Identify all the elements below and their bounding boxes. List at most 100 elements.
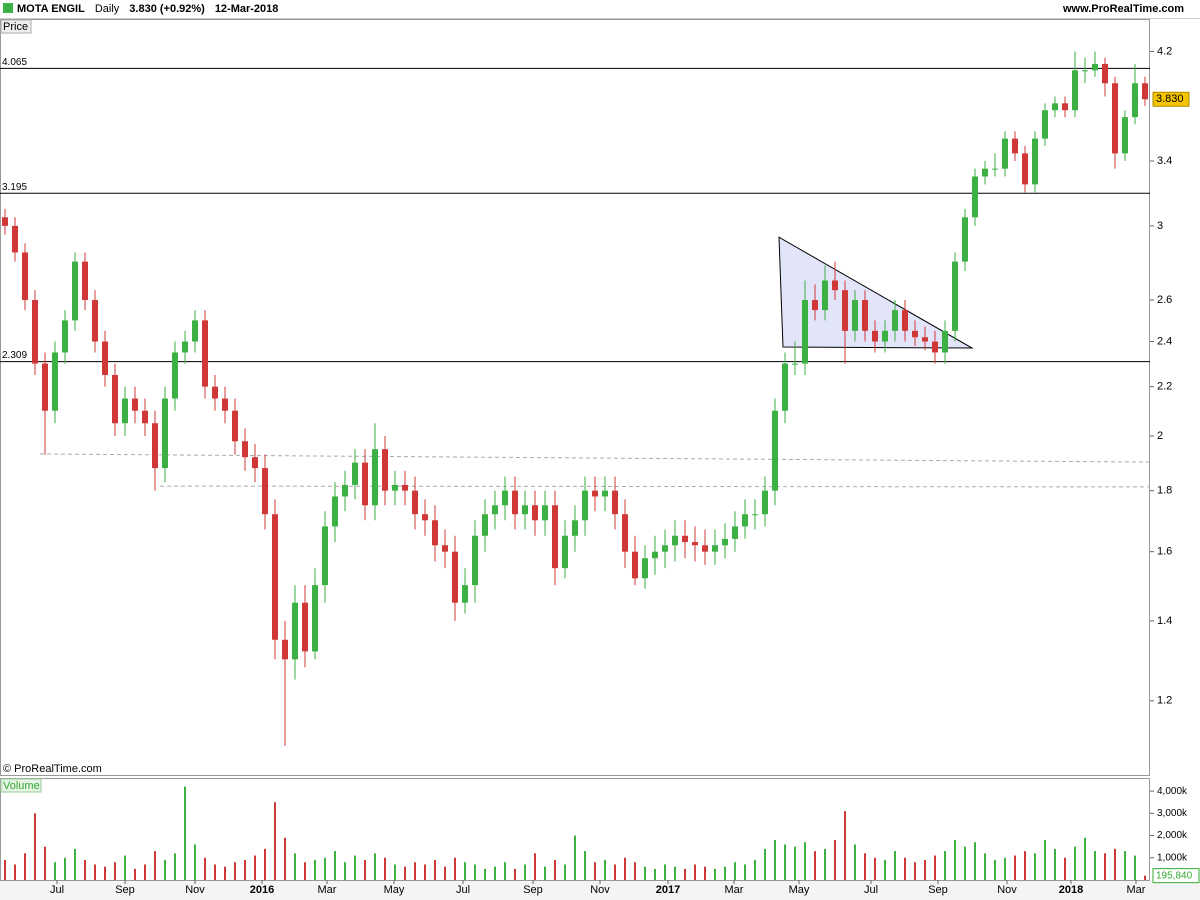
- volume-bar: [644, 866, 646, 880]
- candle-body: [552, 505, 558, 569]
- period: Daily: [94, 3, 120, 15]
- volume-bar: [94, 864, 96, 880]
- candle-body: [182, 341, 188, 353]
- volume-bar: [684, 868, 686, 880]
- volume-bar: [234, 862, 236, 880]
- volume-bar: [884, 860, 886, 880]
- candle-body: [1012, 138, 1018, 154]
- candle-body: [302, 602, 308, 652]
- candle-body: [572, 520, 578, 536]
- volume-bar: [844, 811, 846, 880]
- volume-bar: [1074, 846, 1076, 880]
- candle-body: [732, 526, 738, 539]
- y-tick-label: 2,000k: [1157, 830, 1188, 841]
- last-price-box: [1152, 91, 1190, 107]
- volume-bar: [904, 857, 906, 880]
- candle-body: [312, 585, 318, 652]
- candle-body: [22, 252, 28, 301]
- candle-body: [2, 217, 8, 226]
- volume-bar: [294, 853, 296, 880]
- candle-body: [902, 310, 908, 331]
- volume-bar: [364, 860, 366, 880]
- volume-bar: [124, 855, 126, 880]
- volume-bar: [424, 864, 426, 880]
- y-tick-label: 2.2: [1157, 381, 1172, 393]
- volume-bar: [594, 862, 596, 880]
- y-tick-label: 1,000k: [1157, 852, 1188, 863]
- volume-bar: [34, 813, 36, 880]
- candle-body: [1062, 103, 1068, 111]
- volume-bar: [754, 860, 756, 880]
- volume-bar: [954, 840, 956, 880]
- candle-body: [62, 320, 68, 353]
- volume-bar: [324, 857, 326, 880]
- volume-bar: [674, 866, 676, 880]
- y-tick-label: 1.2: [1157, 695, 1172, 707]
- x-tick-label: 2017: [656, 884, 680, 896]
- header: MOTA ENGIL Daily 3.830 (+0.92%) 12-Mar-2018…: [0, 0, 1200, 19]
- h-line-label: 2.309: [2, 350, 27, 361]
- volume-bar: [654, 868, 656, 880]
- last-volume-label: 195,840: [1156, 870, 1193, 881]
- x-axis-band: [0, 881, 1200, 900]
- candle-body: [442, 545, 448, 552]
- volume-bar: [494, 866, 496, 880]
- candle-body: [42, 363, 48, 411]
- volume-bar: [164, 860, 166, 880]
- volume-bar: [504, 862, 506, 880]
- date: 12-Mar-2018: [214, 3, 279, 15]
- volume-bar: [314, 860, 316, 880]
- volume-bar: [304, 862, 306, 880]
- symbol: MOTA ENGIL: [17, 3, 85, 15]
- candle-body: [1072, 70, 1078, 111]
- candle-body: [492, 505, 498, 515]
- x-tick-label: 2018: [1059, 884, 1083, 896]
- x-tick-label: Jul: [50, 884, 64, 896]
- volume-bar: [484, 868, 486, 880]
- volume-bar: [834, 840, 836, 880]
- volume-bar: [814, 851, 816, 880]
- volume-bar: [1094, 851, 1096, 880]
- y-tick-label: 4.2: [1157, 45, 1172, 57]
- volume-bar: [864, 853, 866, 880]
- y-tick-label: 2.6: [1157, 294, 1172, 306]
- volume-bar: [524, 864, 526, 880]
- icon: [3, 3, 13, 13]
- candle-body: [892, 310, 898, 331]
- candle-body: [82, 261, 88, 301]
- candle-body: [92, 300, 98, 342]
- y-tick-label: 2: [1157, 430, 1163, 442]
- volume-bar: [394, 864, 396, 880]
- volume-bar: [564, 864, 566, 880]
- volume-bar: [74, 848, 76, 880]
- candle-body: [682, 535, 688, 543]
- volume-bar: [114, 862, 116, 880]
- volume-bar: [104, 866, 106, 880]
- site: www.ProRealTime.com: [1062, 3, 1184, 15]
- volume-bar: [934, 855, 936, 880]
- x-tick-label: May: [789, 884, 810, 896]
- triangle: [778, 236, 974, 349]
- trend-line: [159, 485, 1151, 488]
- volume-bar: [224, 866, 226, 880]
- volume-bar: [624, 857, 626, 880]
- candle-body: [912, 330, 918, 338]
- y-tick-label: 3,000k: [1157, 808, 1188, 819]
- volume-bar: [1084, 837, 1086, 880]
- candle-body: [372, 449, 378, 506]
- volume-bar: [984, 853, 986, 880]
- x-tick-label: Nov: [185, 884, 205, 896]
- x-tick-label: Jul: [456, 884, 470, 896]
- candle-body: [1102, 63, 1108, 84]
- candle-body: [862, 300, 868, 331]
- candle-body: [132, 398, 138, 411]
- candle-body: [332, 496, 338, 527]
- volume-bar: [374, 853, 376, 880]
- candle-body: [392, 484, 398, 491]
- volume-bar: [204, 857, 206, 880]
- y-tick-label: 1.6: [1157, 546, 1172, 558]
- candle-body: [672, 535, 678, 546]
- volume-bar: [344, 862, 346, 880]
- candle-body: [202, 320, 208, 387]
